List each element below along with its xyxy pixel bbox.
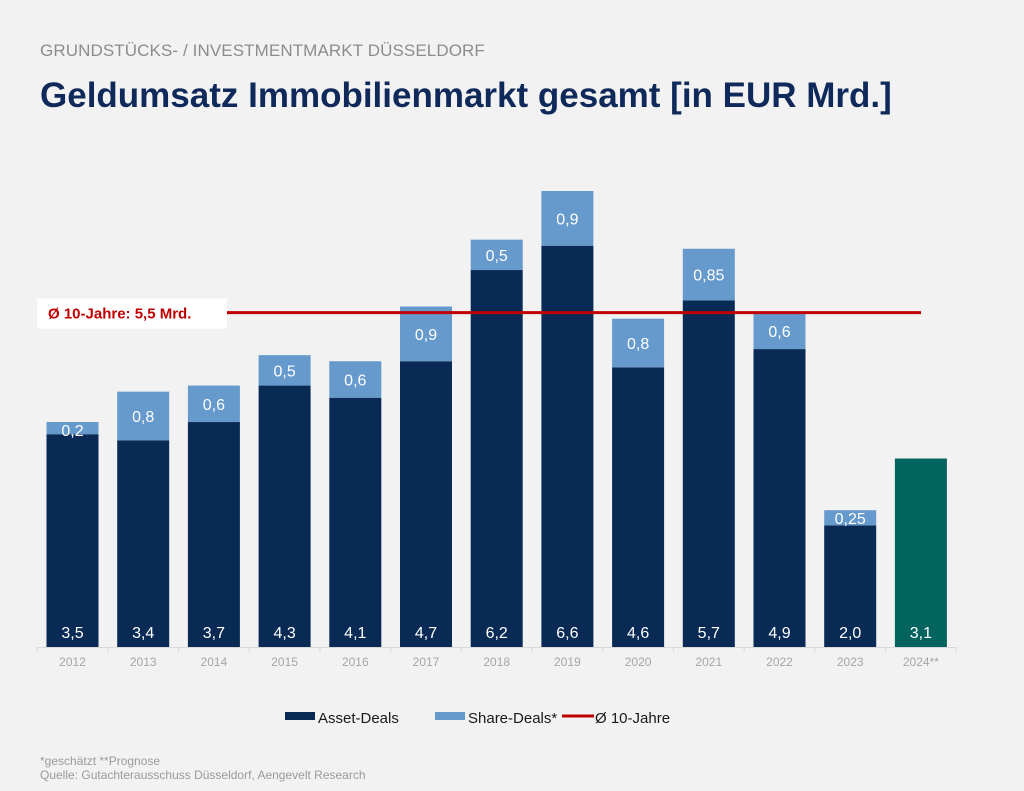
bar-segment-asset-deals-2022 bbox=[753, 349, 806, 647]
bar-segment-share-deals--2019 bbox=[541, 191, 594, 246]
data-label: 5,7 bbox=[698, 625, 720, 642]
bar-segment-share-deals--2023 bbox=[824, 510, 877, 526]
bar-segment-share-deals--2012 bbox=[46, 422, 99, 435]
data-label: 4,9 bbox=[768, 625, 790, 642]
x-tick-label: 2020 bbox=[625, 655, 652, 669]
data-label: 3,4 bbox=[132, 625, 154, 642]
legend-swatch bbox=[285, 712, 315, 720]
x-tick-label: 2019 bbox=[554, 655, 581, 669]
chart-title: Geldumsatz Immobilienmarkt gesamt [in EU… bbox=[40, 76, 892, 115]
bar-segment-share-deals--2017 bbox=[400, 306, 452, 362]
data-label: 0,25 bbox=[835, 511, 866, 528]
x-tick-label: 2015 bbox=[271, 655, 298, 669]
bar-segment-asset-deals-2012 bbox=[46, 434, 99, 647]
legend-swatch bbox=[435, 712, 465, 720]
bar-segment-asset-deals-2018 bbox=[470, 270, 523, 647]
data-label: 0,8 bbox=[132, 409, 154, 426]
data-label: 4,7 bbox=[415, 625, 437, 642]
data-label: 4,6 bbox=[627, 625, 649, 642]
data-label: 0,5 bbox=[486, 248, 508, 265]
x-tick-label: 2022 bbox=[766, 655, 793, 669]
bar-segment-share-deals--2022 bbox=[753, 312, 806, 350]
chart-subtitle: GRUNDSTÜCKS- / INVESTMENTMARKT DÜSSELDOR… bbox=[40, 41, 485, 60]
x-tick-label: 2018 bbox=[483, 655, 510, 669]
data-label: 2,0 bbox=[839, 625, 861, 642]
data-label: 0,2 bbox=[61, 423, 83, 440]
bar-segment-asset-deals-2016 bbox=[329, 397, 382, 647]
bar-segment-asset-deals-2019 bbox=[541, 245, 594, 647]
bar-segment-share-deals--2018 bbox=[470, 239, 523, 271]
average-label-box bbox=[37, 298, 227, 329]
bar-segment-asset-deals-2023 bbox=[824, 525, 877, 647]
x-tick-label: 2013 bbox=[130, 655, 157, 669]
footnote-source: Quelle: Gutachterausschuss Düsseldorf, A… bbox=[40, 768, 366, 782]
x-tick-label: 2012 bbox=[59, 655, 86, 669]
bar-segment-asset-deals-2021 bbox=[682, 300, 735, 647]
data-label: 3,7 bbox=[203, 625, 225, 642]
x-tick-label: 2024** bbox=[903, 655, 939, 669]
data-label: 0,6 bbox=[203, 397, 225, 414]
data-label: 0,9 bbox=[556, 211, 578, 228]
bar-segment-share-deals--2021 bbox=[682, 248, 735, 301]
bar-segment-share-deals--2014 bbox=[187, 385, 240, 423]
x-tick-label: 2017 bbox=[413, 655, 440, 669]
bar-segment-share-deals--2013 bbox=[117, 391, 170, 441]
bar-segment-prognose-2024 bbox=[894, 458, 947, 647]
bar-segment-asset-deals-2020 bbox=[612, 367, 665, 647]
average-label: Ø 10-Jahre: 5,5 Mrd. bbox=[48, 306, 191, 323]
bar-segment-asset-deals-2013 bbox=[117, 440, 170, 647]
data-label: 0,6 bbox=[344, 372, 366, 389]
x-tick-label: 2014 bbox=[201, 655, 228, 669]
x-tick-label: 2023 bbox=[837, 655, 864, 669]
data-label: 6,6 bbox=[556, 625, 578, 642]
bar-segment-asset-deals-2015 bbox=[258, 385, 311, 647]
data-label: 0,6 bbox=[768, 324, 790, 341]
bar-segment-share-deals--2020 bbox=[612, 318, 665, 368]
x-tick-label: 2021 bbox=[695, 655, 722, 669]
data-label: 0,85 bbox=[693, 268, 724, 285]
bar-segment-asset-deals-2014 bbox=[187, 422, 240, 647]
x-tick-label: 2016 bbox=[342, 655, 369, 669]
data-label: 6,2 bbox=[486, 625, 508, 642]
legend-label: Share-Deals* bbox=[468, 710, 557, 727]
data-label: 3,1 bbox=[910, 625, 932, 642]
data-label: 0,9 bbox=[415, 327, 437, 344]
legend-label: Asset-Deals bbox=[318, 710, 399, 727]
bar-segment-share-deals--2015 bbox=[258, 355, 311, 386]
legend-label: Ø 10-Jahre bbox=[595, 710, 670, 727]
data-label: 4,3 bbox=[273, 625, 295, 642]
bar-segment-asset-deals-2017 bbox=[400, 361, 452, 647]
data-label: 3,5 bbox=[61, 625, 83, 642]
data-label: 4,1 bbox=[344, 625, 366, 642]
bar-segment-share-deals--2016 bbox=[329, 361, 382, 398]
data-label: 0,5 bbox=[273, 363, 295, 380]
data-label: 0,8 bbox=[627, 336, 649, 353]
footnote-legend: *geschätzt **Prognose bbox=[40, 754, 161, 768]
